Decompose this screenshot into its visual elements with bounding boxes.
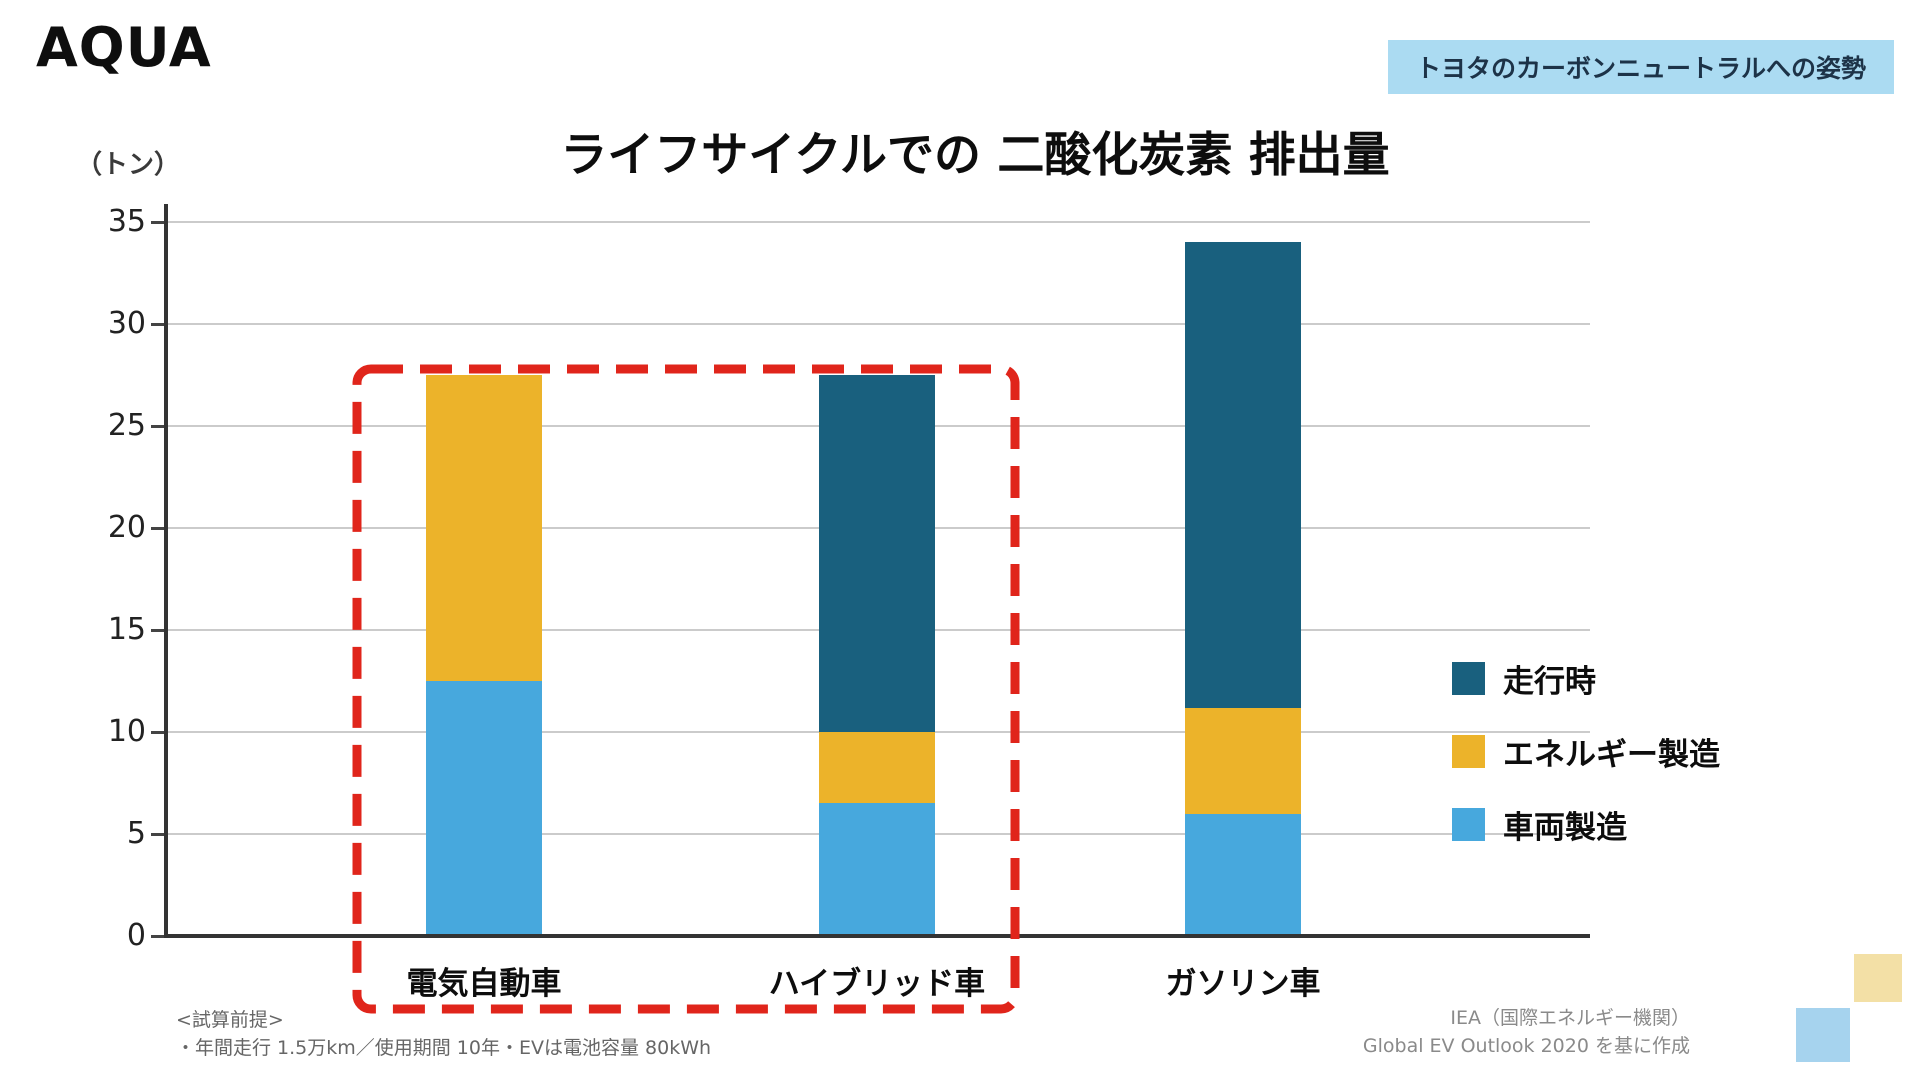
y-tick-label: 30 <box>107 306 146 341</box>
y-tick-mark <box>151 935 164 938</box>
footnote-source-line1: IEA（国際エネルギー機関） <box>1450 1007 1690 1029</box>
gridline <box>168 221 1590 223</box>
y-axis-unit-label: （トン） <box>76 150 181 180</box>
decorative-yellow-square <box>1854 954 1902 1002</box>
footnote-assumptions-body: ・年間走行 1.5万km／使用期間 10年・EVは電池容量 80kWh <box>176 1037 712 1059</box>
bar-segment <box>426 375 542 681</box>
y-tick-label: 35 <box>107 204 146 239</box>
bar-segment <box>1185 242 1301 708</box>
legend-swatch <box>1452 662 1485 695</box>
footnote-assumptions: <試算前提> ・年間走行 1.5万km／使用期間 10年・EVは電池容量 80k… <box>176 1006 711 1062</box>
bar-segment <box>426 681 542 936</box>
plot-area: 0 5 10 15 20 25 30 35 電気自動車 ハイブリッド車 ガソリン車 <box>108 204 1590 1002</box>
x-axis-line <box>164 934 1590 938</box>
y-tick-mark <box>151 527 164 530</box>
y-tick-label: 25 <box>107 408 146 443</box>
bar-segment <box>1185 707 1301 814</box>
legend-swatch <box>1452 808 1485 841</box>
legend-label: エネルギー製造 <box>1503 737 1720 773</box>
y-tick-mark <box>151 221 164 224</box>
gridline <box>168 323 1590 325</box>
aqua-logo: AQUA <box>36 16 212 79</box>
y-tick-label: 0 <box>126 918 146 953</box>
footnote-source-line2: Global EV Outlook 2020 を基に作成 <box>1362 1035 1690 1057</box>
category-label: ガソリン車 <box>1165 966 1321 1002</box>
legend-item-energy-production: エネルギー製造 <box>1452 729 1720 774</box>
bar-segment <box>819 803 935 936</box>
legend-item-vehicle-production: 車両製造 <box>1452 802 1720 847</box>
y-tick-label: 15 <box>107 612 146 647</box>
y-tick-mark <box>151 731 164 734</box>
y-tick-mark <box>151 425 164 428</box>
category-label: 電気自動車 <box>406 966 562 1002</box>
legend-label: 車両製造 <box>1503 810 1627 846</box>
bar-segment <box>819 375 935 732</box>
footnote-assumptions-title: <試算前提> <box>176 1009 284 1031</box>
chart-title: ライフサイクルでの 二酸化炭素 排出量 <box>560 128 1390 183</box>
decorative-blue-square <box>1796 1008 1850 1062</box>
category-label: ハイブリッド車 <box>768 966 986 1002</box>
footnote-source: IEA（国際エネルギー機関） Global EV Outlook 2020 を基… <box>1363 1004 1690 1060</box>
y-tick-mark <box>151 323 164 326</box>
highlight-dashed-box <box>352 364 1020 1014</box>
gridline <box>168 731 1590 733</box>
header-badge: トヨタのカーボンニュートラルへの姿勢 <box>1387 40 1894 94</box>
y-tick-label: 20 <box>107 510 146 545</box>
legend-swatch <box>1452 735 1485 768</box>
legend: 走行時 エネルギー製造 車両製造 <box>1452 656 1720 875</box>
legend-item-driving: 走行時 <box>1452 656 1720 701</box>
y-tick-label: 10 <box>107 714 146 749</box>
bar-segment <box>819 732 935 804</box>
bar-segment <box>1185 813 1301 936</box>
y-tick-mark <box>151 833 164 836</box>
y-axis-line <box>164 204 168 936</box>
y-tick-mark <box>151 629 164 632</box>
y-tick-label: 5 <box>126 816 146 851</box>
legend-label: 走行時 <box>1503 664 1596 700</box>
